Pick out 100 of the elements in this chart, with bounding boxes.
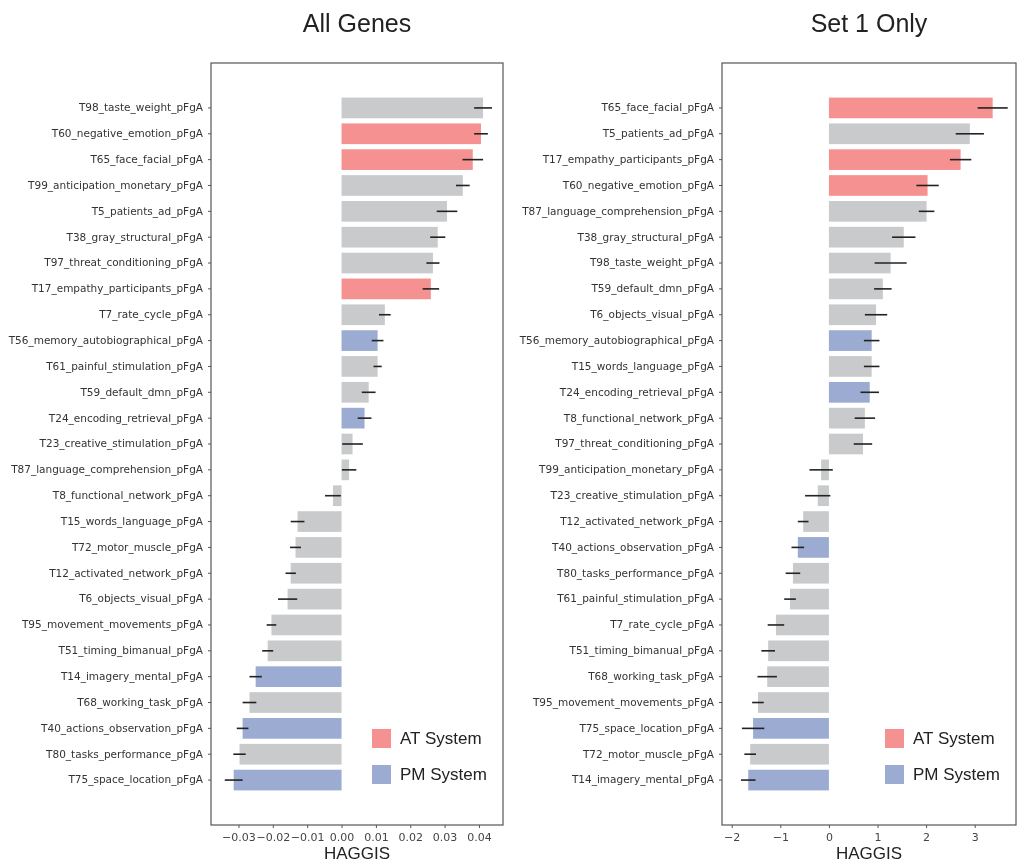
bar	[287, 588, 342, 610]
bar	[295, 537, 342, 558]
x-tick-label: −2	[724, 830, 741, 844]
y-tick-label: T59_default_dmn_pFgA	[79, 385, 204, 399]
x-tick-label: 3	[971, 830, 979, 844]
x-tick-label: −0.03	[222, 830, 256, 844]
bar	[828, 226, 904, 248]
x-tick-label: −1	[772, 830, 789, 844]
y-tick-label: T7_rate_cycle_pFgA	[609, 618, 715, 632]
bar	[790, 588, 829, 610]
bar	[828, 200, 927, 222]
y-tick-label: T6_objects_visual_pFgA	[78, 592, 204, 606]
bar	[828, 278, 883, 300]
y-tick-label: T6_objects_visual_pFgA	[589, 308, 715, 322]
y-tick-label: T72_motor_muscle_pFgA	[581, 747, 715, 761]
y-tick-label: T14_imagery_mental_pFgA	[59, 670, 204, 684]
y-tick-label: T24_encoding_retrieval_pFgA	[47, 411, 204, 425]
x-tick-label: 1	[874, 830, 882, 844]
bar	[828, 381, 870, 403]
y-tick-label: T56_memory_autobiographical_pFgA	[7, 333, 204, 347]
bar	[239, 743, 342, 765]
y-tick-label: T5_patients_ad_pFgA	[90, 204, 204, 218]
y-tick-label: T38_gray_structural_pFgA	[576, 230, 715, 244]
bar	[828, 356, 872, 377]
bar	[828, 175, 928, 196]
bar	[748, 769, 829, 791]
bar	[271, 614, 342, 636]
chart-title: Set 1 Only	[810, 9, 928, 37]
y-tick-label: T75_space_location_pFgA	[578, 721, 715, 735]
legend-label: PM System	[913, 765, 1000, 784]
bar	[290, 562, 342, 584]
y-tick-label: T8_functional_network_pFgA	[51, 489, 204, 503]
bar	[803, 511, 829, 532]
y-tick-label: T51_timing_bimanual_pFgA	[568, 644, 715, 658]
chart-title: All Genes	[302, 9, 412, 37]
y-tick-label: T60_negative_emotion_pFgA	[561, 178, 715, 192]
y-tick-label: T80_tasks_performance_pFgA	[45, 747, 204, 761]
bar	[341, 381, 369, 403]
bar	[242, 718, 342, 739]
bar	[828, 433, 863, 455]
x-tick-label: 0.03	[432, 830, 458, 844]
bar	[341, 175, 463, 196]
x-tick-label: 0.02	[398, 830, 423, 844]
bar	[753, 718, 829, 739]
bar	[267, 640, 342, 662]
bar	[341, 97, 484, 119]
bar	[775, 614, 829, 636]
y-tick-label: T8_functional_network_pFgA	[562, 411, 715, 425]
x-tick-label: −0.02	[256, 830, 291, 844]
bar	[817, 485, 829, 507]
bar	[768, 640, 829, 662]
y-tick-label: T97_threat_conditioning_pFgA	[43, 256, 204, 270]
bar	[341, 330, 378, 351]
bar	[255, 666, 342, 688]
y-tick-label: T65_face_facial_pFgA	[600, 101, 715, 115]
bar	[828, 97, 993, 119]
y-tick-label: T99_anticipation_monetary_pFgA	[27, 178, 204, 192]
x-tick-label: 0	[825, 830, 833, 844]
y-tick-label: T23_creative_stimulation_pFgA	[38, 437, 204, 451]
bar	[341, 278, 431, 300]
legend-label: AT System	[913, 729, 995, 748]
y-tick-label: T61_painful_stimulation_pFgA	[45, 359, 204, 373]
bar	[828, 123, 970, 145]
y-tick-label: T12_activated_network_pFgA	[48, 566, 204, 580]
y-tick-label: T65_face_facial_pFgA	[89, 152, 204, 166]
y-tick-label: T5_patients_ad_pFgA	[601, 127, 715, 141]
bar	[297, 511, 342, 532]
x-tick-label: 0.00	[329, 830, 355, 844]
y-tick-label: T7_rate_cycle_pFgA	[98, 308, 204, 322]
y-tick-label: T87_language_comprehension_pFgA	[10, 463, 204, 477]
y-tick-label: T98_taste_weight_pFgA	[77, 101, 204, 115]
y-tick-label: T15_words_language_pFgA	[59, 514, 204, 528]
y-tick-label: T98_taste_weight_pFgA	[588, 256, 715, 270]
y-tick-label: T17_empathy_participants_pFgA	[30, 282, 204, 296]
bar	[341, 200, 448, 222]
y-tick-label: T24_encoding_retrieval_pFgA	[558, 385, 715, 399]
y-tick-label: T23_creative_stimulation_pFgA	[549, 489, 715, 503]
y-tick-label: T95_movement_movements_pFgA	[20, 618, 204, 632]
bar	[828, 304, 877, 326]
y-tick-label: T80_tasks_performance_pFgA	[556, 566, 715, 580]
y-tick-label: T51_timing_bimanual_pFgA	[57, 644, 204, 658]
bar	[828, 330, 872, 351]
y-tick-label: T95_movement_movements_pFgA	[531, 695, 715, 709]
x-tick-label: 0.01	[364, 830, 389, 844]
x-axis-title: HAGGIS	[835, 844, 903, 863]
y-tick-label: T40_actions_observation_pFgA	[551, 540, 715, 554]
x-tick-label: −0.01	[290, 830, 325, 844]
x-tick-label: 2	[923, 830, 931, 844]
bar	[233, 769, 342, 791]
y-tick-label: T14_imagery_mental_pFgA	[570, 773, 715, 787]
y-tick-label: T87_language_comprehension_pFgA	[521, 204, 715, 218]
bar	[249, 692, 342, 713]
y-tick-label: T60_negative_emotion_pFgA	[50, 127, 204, 141]
bar	[332, 485, 342, 507]
y-tick-label: T75_space_location_pFgA	[67, 773, 204, 787]
bar	[828, 252, 891, 274]
y-tick-label: T38_gray_structural_pFgA	[65, 230, 204, 244]
bar	[341, 356, 378, 377]
y-tick-label: T99_anticipation_monetary_pFgA	[538, 463, 715, 477]
y-tick-label: T59_default_dmn_pFgA	[590, 282, 715, 296]
